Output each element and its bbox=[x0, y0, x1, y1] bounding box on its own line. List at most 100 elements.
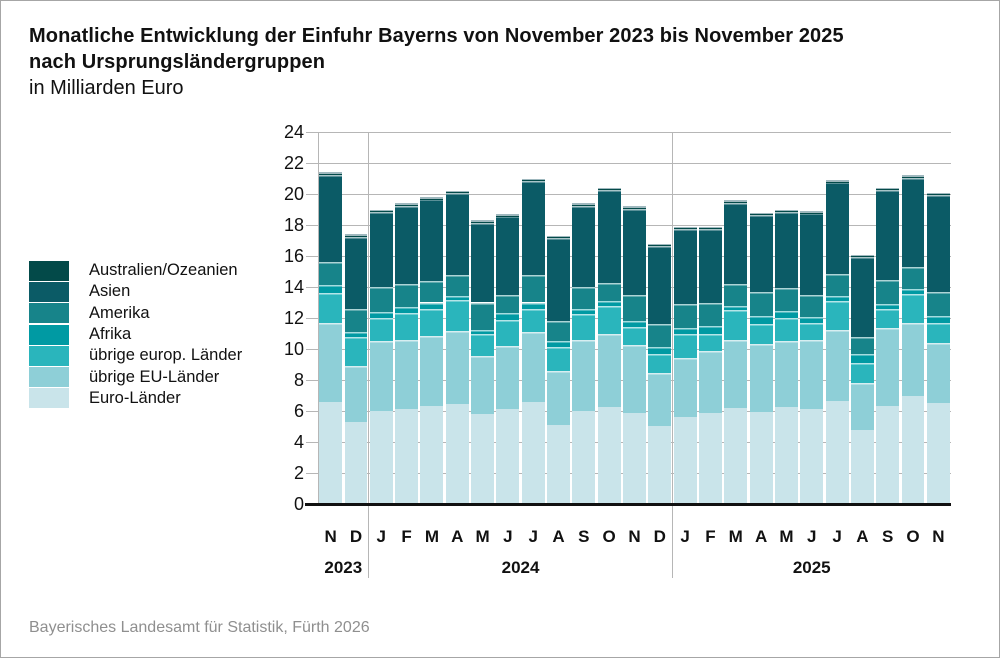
bar-segment-amerika bbox=[420, 280, 444, 303]
bar-segment-asien bbox=[850, 256, 874, 338]
bar-segment--brige-eu-l-nder bbox=[597, 334, 621, 408]
bar-segment-afrika bbox=[901, 289, 925, 294]
bar-segment--brige-eu-l-nder bbox=[344, 366, 368, 422]
bar-segment-australien-ozeanien bbox=[420, 198, 444, 200]
bar-segment-amerika bbox=[800, 294, 824, 318]
legend-row-afrika: Afrika bbox=[29, 324, 242, 345]
bar-segment-afrika bbox=[876, 304, 900, 310]
y-tick-14 bbox=[306, 286, 318, 288]
bar-top-cap bbox=[673, 226, 697, 229]
bar-segment-amerika bbox=[926, 291, 950, 317]
bar-segment-amerika bbox=[395, 283, 419, 308]
bar-segment--brige-europ-l-nder bbox=[699, 333, 722, 352]
bar-top-cap bbox=[395, 203, 419, 205]
bar-segment-euro-l-nder bbox=[623, 413, 646, 504]
bar-segment-amerika bbox=[521, 274, 545, 303]
bar-segment-australien-ozeanien bbox=[648, 245, 672, 246]
legend-color-swatch bbox=[29, 345, 69, 366]
bar-top-cap bbox=[800, 211, 824, 213]
y-tick-label-22: 22 bbox=[283, 153, 304, 173]
x-month-label-24: N bbox=[932, 527, 945, 546]
bar-segment-asien bbox=[471, 222, 495, 303]
legend-label: Euro-Länder bbox=[89, 388, 181, 407]
bar-segment-amerika bbox=[699, 303, 722, 326]
bar-segment-amerika bbox=[876, 280, 900, 305]
bar-segment-euro-l-nder bbox=[369, 411, 393, 504]
bar-top-cap bbox=[597, 187, 621, 190]
bar-segment--brige-europ-l-nder bbox=[901, 293, 925, 323]
bar-segment-euro-l-nder bbox=[395, 409, 419, 504]
bar-segment-australien-ozeanien bbox=[344, 235, 368, 237]
bar-segment-amerika bbox=[445, 274, 469, 297]
bar-segment--brige-europ-l-nder bbox=[774, 318, 798, 342]
x-month-label-10: S bbox=[578, 527, 590, 546]
chart-title-line1: Monatliche Entwicklung der Einfuhr Bayer… bbox=[29, 25, 844, 47]
x-month-label-18: M bbox=[779, 527, 794, 546]
bar-segment-afrika bbox=[471, 329, 495, 335]
bar-top-cap bbox=[724, 200, 748, 202]
bar-segment-amerika bbox=[648, 324, 672, 348]
bar-segment--brige-eu-l-nder bbox=[825, 329, 849, 401]
y-tick-24 bbox=[306, 131, 318, 133]
bar-top-cap bbox=[471, 220, 495, 222]
bar-segment-australien-ozeanien bbox=[699, 228, 722, 229]
legend-label: Australien/Ozeanien bbox=[89, 261, 238, 280]
x-month-label-7: J bbox=[503, 527, 513, 546]
bar-segment-amerika bbox=[572, 287, 596, 310]
bar-segment-euro-l-nder bbox=[724, 407, 748, 504]
year-separator-1 bbox=[671, 132, 673, 578]
bar-segment--brige-eu-l-nder bbox=[521, 331, 545, 403]
legend-color-swatch bbox=[29, 281, 69, 302]
bar-segment--brige-europ-l-nder bbox=[395, 313, 419, 340]
bar-segment-euro-l-nder bbox=[648, 425, 672, 504]
bar-segment--brige-europ-l-nder bbox=[521, 309, 545, 332]
x-month-label-15: F bbox=[705, 527, 716, 546]
y-tick-label-14: 14 bbox=[283, 277, 304, 297]
x-month-label-12: N bbox=[628, 527, 641, 546]
y-tick-label-20: 20 bbox=[283, 184, 304, 204]
bar-segment-euro-l-nder bbox=[572, 411, 596, 504]
bar-top-cap bbox=[344, 234, 368, 236]
y-tick-6 bbox=[306, 410, 318, 412]
legend-label: übrige EU-Länder bbox=[89, 367, 220, 386]
bar-segment-asien bbox=[521, 180, 545, 275]
y-tick-22 bbox=[306, 162, 318, 164]
y-tick-label-16: 16 bbox=[283, 246, 304, 266]
bar-segment-amerika bbox=[850, 337, 874, 355]
bar-segment-asien bbox=[547, 238, 570, 322]
bar-segment-afrika bbox=[369, 311, 393, 318]
bar-segment-euro-l-nder bbox=[850, 430, 874, 504]
y-tick-16 bbox=[306, 255, 318, 257]
bar-segment-euro-l-nder bbox=[699, 412, 722, 504]
bar-segment-australien-ozeanien bbox=[673, 228, 697, 229]
bar-segment--brige-eu-l-nder bbox=[572, 339, 596, 411]
bar-segment-euro-l-nder bbox=[673, 417, 697, 504]
bar-segment-australien-ozeanien bbox=[319, 173, 343, 175]
bar-segment-asien bbox=[800, 213, 824, 295]
bar-segment-euro-l-nder bbox=[496, 409, 520, 504]
bar-top-cap bbox=[926, 192, 950, 194]
bar-segment-amerika bbox=[673, 304, 697, 329]
bar-segment-afrika bbox=[800, 317, 824, 324]
chart-legend: Australien/Ozeanien Asien Amerika Afrika übr… bbox=[29, 260, 242, 409]
bar-segment-afrika bbox=[395, 307, 419, 314]
bar-top-cap bbox=[623, 206, 646, 208]
bar-segment--brige-europ-l-nder bbox=[471, 334, 495, 356]
bar-segment--brige-europ-l-nder bbox=[724, 310, 748, 340]
y-tick-label-18: 18 bbox=[283, 215, 304, 235]
bar-segment-australien-ozeanien bbox=[901, 176, 925, 178]
bar-segment-afrika bbox=[623, 321, 646, 328]
bar-segment--brige-eu-l-nder bbox=[850, 383, 874, 431]
bar-segment-australien-ozeanien bbox=[850, 256, 874, 257]
legend-row--brige-eu-l-nder: übrige EU-Länder bbox=[29, 366, 242, 388]
bar-segment-asien bbox=[926, 194, 950, 292]
x-month-label-21: A bbox=[856, 527, 869, 546]
y-tick-2 bbox=[306, 472, 318, 474]
bar-segment--brige-eu-l-nder bbox=[774, 341, 798, 408]
bar-segment--brige-europ-l-nder bbox=[926, 322, 950, 343]
x-month-label-3: F bbox=[401, 527, 412, 546]
x-month-label-8: J bbox=[528, 527, 538, 546]
x-month-label-6: M bbox=[475, 527, 490, 546]
bar-top-cap bbox=[825, 180, 849, 182]
